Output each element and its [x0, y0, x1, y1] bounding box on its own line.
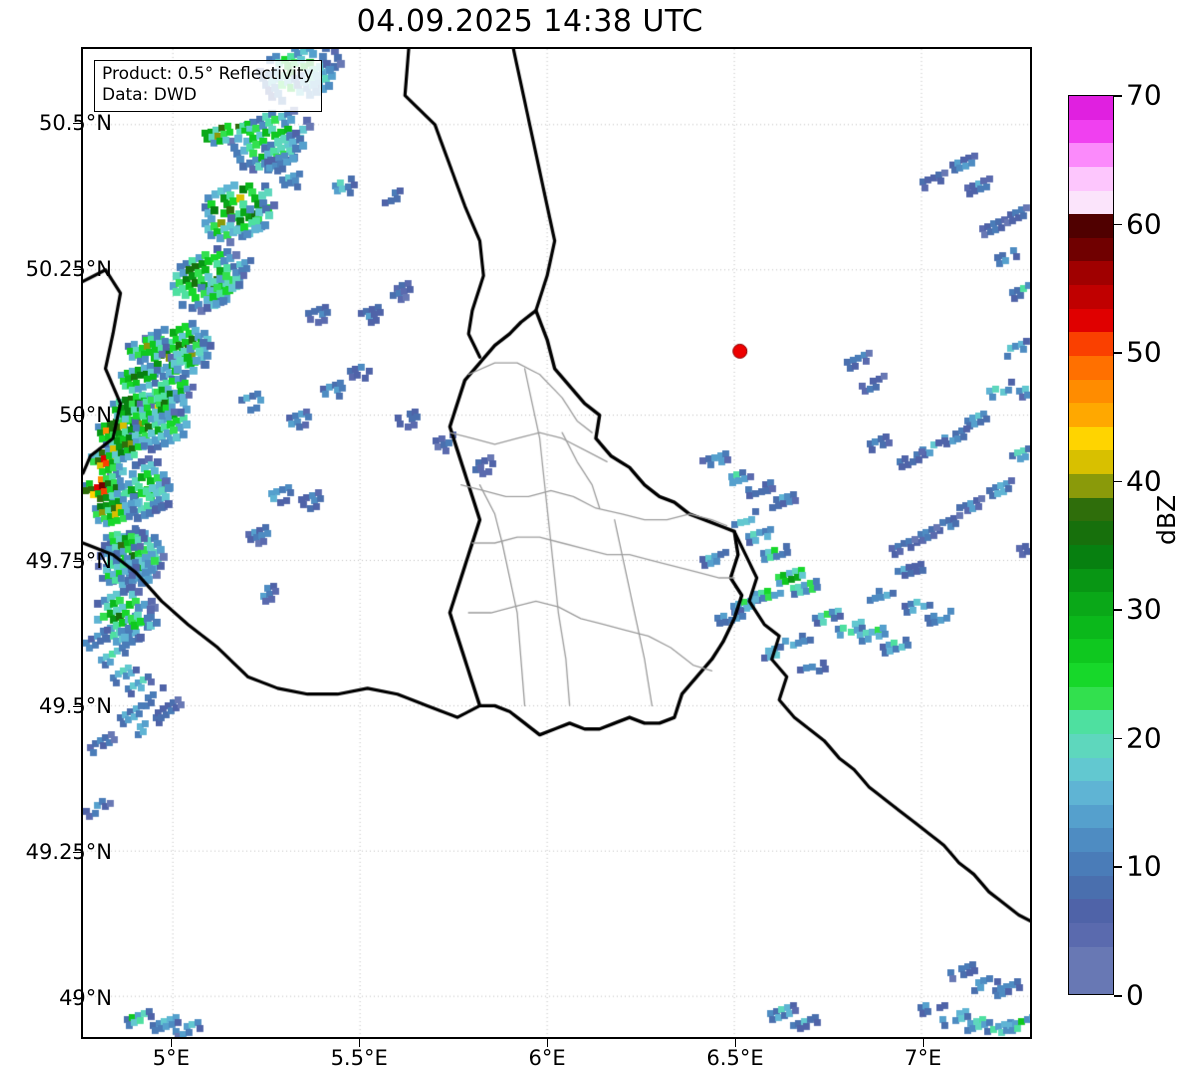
colorbar-band — [1069, 899, 1113, 923]
colorbar-tick-mark — [1114, 223, 1122, 226]
y-axis-tick-label: 49.75°N — [25, 548, 112, 573]
x-axis-tick-mark — [359, 1039, 361, 1047]
colorbar-band — [1069, 970, 1113, 994]
colorbar-tick-mark — [1114, 995, 1122, 997]
data-source-line: Data: DWD — [102, 85, 197, 106]
colorbar-band — [1069, 285, 1113, 309]
x-axis-tick-label: 5.5°E — [330, 1046, 388, 1070]
x-axis-tick-mark — [547, 1039, 549, 1047]
colorbar-band — [1069, 615, 1113, 640]
y-axis-tick-mark — [73, 998, 81, 1000]
colorbar-band — [1069, 450, 1113, 474]
y-axis-tick-label: 50°N — [59, 402, 112, 427]
colorbar-band — [1069, 474, 1113, 498]
colorbar-band — [1069, 355, 1113, 380]
colorbar-band — [1069, 426, 1113, 451]
colorbar-band — [1069, 119, 1113, 144]
product-info-box: Product: 0.5° Reflectivity Data: DWD — [94, 60, 322, 112]
colorbar-tick-label: 0 — [1126, 978, 1144, 1012]
x-axis-tick-label: 6°E — [528, 1046, 566, 1070]
x-axis-tick-label: 7°E — [904, 1046, 942, 1070]
colorbar-tick-mark — [1114, 480, 1122, 483]
y-axis-tick-label: 50.25°N — [25, 256, 112, 281]
x-axis-tick-mark — [171, 1039, 173, 1047]
y-axis-tick-mark — [73, 268, 81, 270]
reflectivity-colorbar — [1068, 95, 1114, 995]
y-axis-tick-label: 49.25°N — [25, 840, 112, 865]
colorbar-band — [1069, 875, 1113, 900]
colorbar-tick-mark — [1114, 95, 1122, 97]
colorbar-tick-label: 60 — [1126, 207, 1162, 241]
colorbar-band — [1069, 592, 1113, 616]
colorbar-tick-label: 40 — [1126, 464, 1162, 498]
colorbar-band — [1069, 663, 1113, 687]
product-line: Product: 0.5° Reflectivity — [102, 64, 314, 84]
colorbar-tick-label: 10 — [1126, 849, 1162, 883]
colorbar-band — [1069, 379, 1113, 404]
colorbar-band — [1069, 214, 1113, 238]
colorbar-band — [1069, 544, 1113, 569]
radar-reflectivity-canvas — [83, 49, 1030, 1037]
colorbar-band — [1069, 781, 1113, 805]
colorbar-tick-mark — [1114, 352, 1122, 354]
colorbar-band — [1069, 96, 1113, 120]
y-axis-tick-mark — [73, 414, 81, 416]
colorbar-band — [1069, 403, 1113, 427]
colorbar-tick-label: 70 — [1126, 78, 1162, 112]
colorbar-band — [1069, 190, 1113, 215]
radar-map-plot — [81, 47, 1032, 1039]
colorbar-band — [1069, 710, 1113, 734]
colorbar-tick-mark — [1114, 609, 1122, 611]
colorbar-band — [1069, 733, 1113, 758]
y-axis-tick-mark — [73, 852, 81, 854]
x-axis-tick-mark — [735, 1039, 737, 1047]
colorbar-tick-label: 50 — [1126, 335, 1162, 369]
colorbar-band — [1069, 922, 1113, 947]
colorbar-band — [1069, 686, 1113, 711]
colorbar-band — [1069, 332, 1113, 356]
y-axis-tick-mark — [73, 706, 81, 708]
colorbar-band — [1069, 497, 1113, 522]
x-axis-tick-mark — [922, 1039, 924, 1047]
colorbar-axis-label: dBZ — [1152, 494, 1181, 545]
colorbar-tick-mark — [1114, 737, 1122, 740]
colorbar-band — [1069, 639, 1113, 663]
colorbar-band — [1069, 852, 1113, 876]
colorbar-band — [1069, 804, 1113, 829]
page-title: 04.09.2025 14:38 UTC — [356, 4, 704, 39]
colorbar-tick-mark — [1114, 866, 1122, 868]
x-axis-tick-label: 6.5°E — [706, 1046, 764, 1070]
colorbar-band — [1069, 757, 1113, 782]
colorbar-band — [1069, 143, 1113, 167]
colorbar-tick-label: 20 — [1126, 721, 1162, 755]
colorbar-band — [1069, 261, 1113, 285]
colorbar-tick-label: 30 — [1126, 592, 1162, 626]
x-axis-tick-label: 5°E — [152, 1046, 190, 1070]
colorbar-band — [1069, 946, 1113, 971]
colorbar-band — [1069, 521, 1113, 545]
colorbar-band — [1069, 308, 1113, 333]
colorbar-band — [1069, 237, 1113, 262]
colorbar-band — [1069, 568, 1113, 593]
y-axis-tick-label: 49°N — [59, 986, 112, 1011]
colorbar-band — [1069, 828, 1113, 852]
colorbar-band — [1069, 166, 1113, 191]
y-axis-tick-mark — [73, 122, 81, 124]
y-axis-tick-mark — [73, 560, 81, 562]
